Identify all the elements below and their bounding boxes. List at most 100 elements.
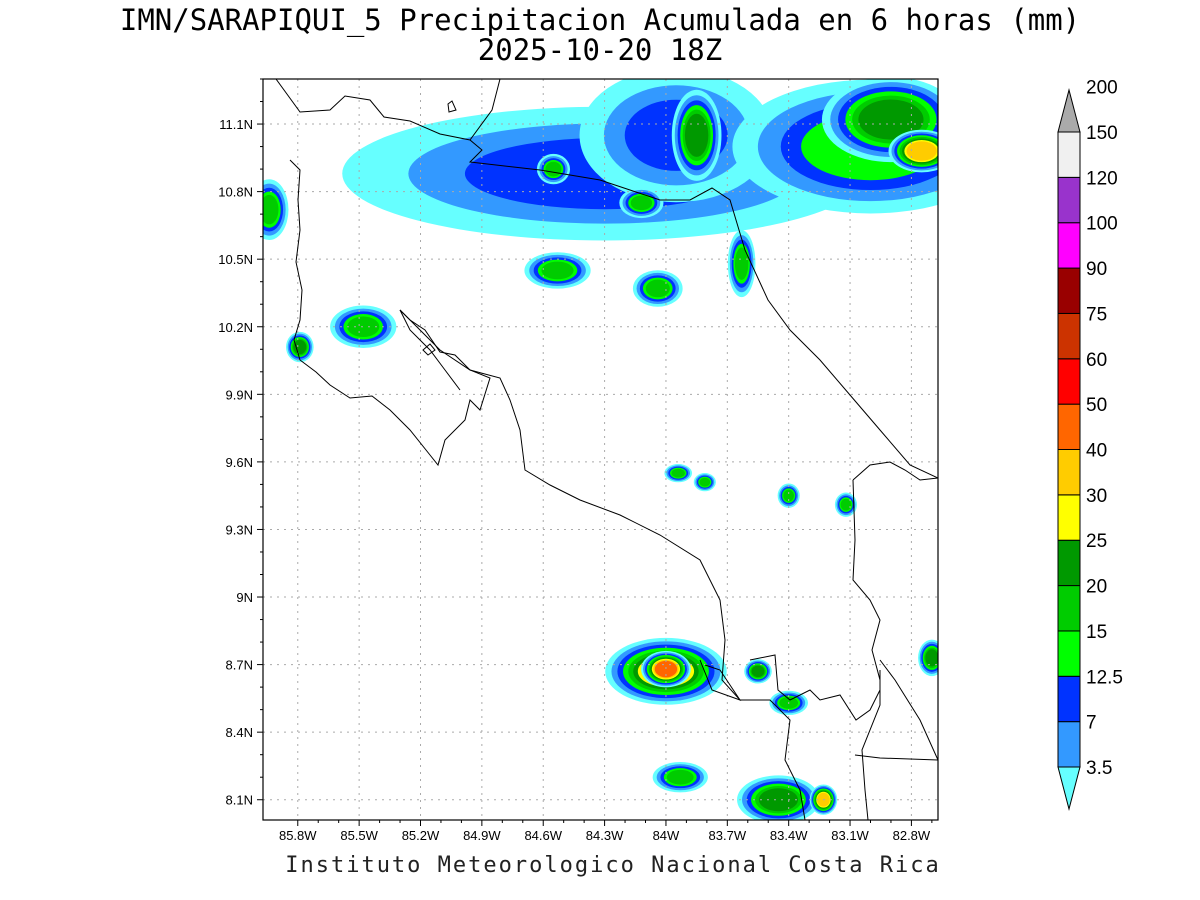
colorbar-swatch <box>1057 585 1081 632</box>
rain-cell <box>693 473 716 492</box>
colorbar-label: 60 <box>1086 350 1107 371</box>
lon-tick-label: 85.5W <box>340 828 378 843</box>
rain-cell <box>619 187 664 219</box>
rain-contour <box>906 141 937 161</box>
colorbar-swatch <box>1057 312 1081 360</box>
colorbar-swatch <box>1057 358 1081 405</box>
rain-contour <box>654 660 678 678</box>
rain-contour <box>783 489 795 502</box>
grid-lines <box>263 79 938 820</box>
rain-contour <box>858 99 924 140</box>
lat-tick-label: 10.5N <box>218 252 253 267</box>
colorbar-label: 200 <box>1086 78 1118 99</box>
lat-tick-label: 9.3N <box>226 522 253 537</box>
rain-cell <box>834 492 857 517</box>
rain-contour <box>645 279 670 298</box>
panama-border-line <box>852 461 938 820</box>
colorbar-swatch <box>1057 176 1081 224</box>
colorbar-label: 15 <box>1086 622 1107 643</box>
lat-tick-label: 9N <box>236 590 253 605</box>
osa-peninsula-coast <box>699 659 742 701</box>
rain-cell <box>536 153 571 185</box>
rain-cell <box>918 639 938 677</box>
institution-footer: Instituto Meteorologico Nacional Costa R… <box>285 853 941 878</box>
rain-cell <box>652 762 708 793</box>
rain-contour <box>293 339 307 355</box>
lon-tick-label: 83.1W <box>831 828 869 843</box>
rain-contour <box>840 498 852 511</box>
colorbar-swatch <box>1057 539 1081 587</box>
lat-tick-label: 8.4N <box>226 725 253 740</box>
nicaragua-border-line <box>275 79 938 479</box>
lat-tick-label: 10.8N <box>218 185 253 200</box>
small-island <box>447 100 457 113</box>
colorbar-label: 75 <box>1086 304 1107 325</box>
rain-cell <box>737 775 820 820</box>
rain-contour <box>758 788 799 812</box>
rain-contour <box>347 316 380 338</box>
gulf-of-nicoya-coast <box>399 309 806 820</box>
lon-tick-label: 84W <box>653 828 680 843</box>
rain-contour <box>699 477 711 487</box>
rain-cell <box>286 331 314 363</box>
plot-frame <box>262 78 939 821</box>
longitude-axis: 85.8W 85.5W 85.2W 84.9W 84.6W 84.3W 84W 83.7W 83… <box>279 820 933 843</box>
map-title: IMN/SARAPIQUI_5 Precipitacion Acumulada … <box>119 3 1081 37</box>
colorbar-label: 7 <box>1086 713 1097 734</box>
colorbar-label: 50 <box>1086 395 1107 416</box>
rain-contour <box>671 468 685 478</box>
rain-cell <box>263 179 289 241</box>
colorbar-label: 120 <box>1086 168 1118 189</box>
rain-cell <box>524 252 591 289</box>
lat-tick-label: 8.7N <box>226 658 253 673</box>
colorbar-swatch <box>1057 630 1081 677</box>
lat-tick-label: 11.1N <box>219 117 253 132</box>
colorbar-swatch <box>1057 267 1081 314</box>
rain-cell <box>641 650 691 688</box>
colorbar-label: 100 <box>1086 214 1118 235</box>
pacific-coast-north <box>469 79 501 141</box>
colorbar-legend: 3.5 7 12.5 15 20 25 30 40 50 60 75 90 100 120 150 200 <box>1057 78 1123 811</box>
colorbar-low-arrow <box>1057 766 1081 811</box>
colorbar-label: 30 <box>1086 486 1107 507</box>
lon-tick-label: 82.8W <box>893 828 931 843</box>
rain-cell <box>727 230 756 298</box>
golfito-coast <box>749 654 881 721</box>
colorbar-swatch <box>1057 222 1081 269</box>
colorbar-label: 40 <box>1086 441 1107 462</box>
lon-tick-label: 85.2W <box>402 828 440 843</box>
lon-tick-label: 84.3W <box>586 828 624 843</box>
lon-tick-label: 83.7W <box>709 828 747 843</box>
colorbar-swatch <box>1057 721 1081 768</box>
rain-contour <box>734 247 749 280</box>
colorbar-swatch <box>1057 675 1081 723</box>
rain-contour <box>541 261 574 280</box>
lon-tick-label: 83.4W <box>770 828 808 843</box>
lat-tick-label: 9.6N <box>226 455 253 470</box>
colorbar-swatch <box>1057 131 1081 178</box>
colorbar-label: 25 <box>1086 531 1107 552</box>
rain-cell <box>632 270 683 307</box>
colorbar-label: 150 <box>1086 123 1118 144</box>
colorbar-swatch <box>1057 403 1081 450</box>
lon-tick-label: 85.8W <box>279 828 317 843</box>
colorbar-high-arrow <box>1057 88 1081 133</box>
colorbar-swatch <box>1057 449 1081 496</box>
lat-tick-label: 10.2N <box>218 320 253 335</box>
rain-cell <box>664 464 693 483</box>
rain-cell <box>888 129 938 173</box>
latitude-axis: 11.1N 10.8N 10.5N 10.2N 9.9N 9.6N 9.3N 9N 8.7N 8.… <box>218 78 263 808</box>
rain-contour <box>925 649 938 667</box>
nicoya-coast <box>289 159 491 467</box>
colorbar-label: 12.5 <box>1086 667 1123 688</box>
lon-tick-label: 84.9W <box>463 828 501 843</box>
rain-cell <box>777 483 800 508</box>
rain-contour <box>751 665 765 678</box>
map-subtitle: 2025-10-20 18Z <box>477 33 723 67</box>
rain-contour <box>684 113 709 157</box>
colorbar-label: 90 <box>1086 259 1107 280</box>
rain-contour <box>545 161 562 177</box>
rain-contour <box>263 194 279 225</box>
rain-contour <box>666 769 694 785</box>
